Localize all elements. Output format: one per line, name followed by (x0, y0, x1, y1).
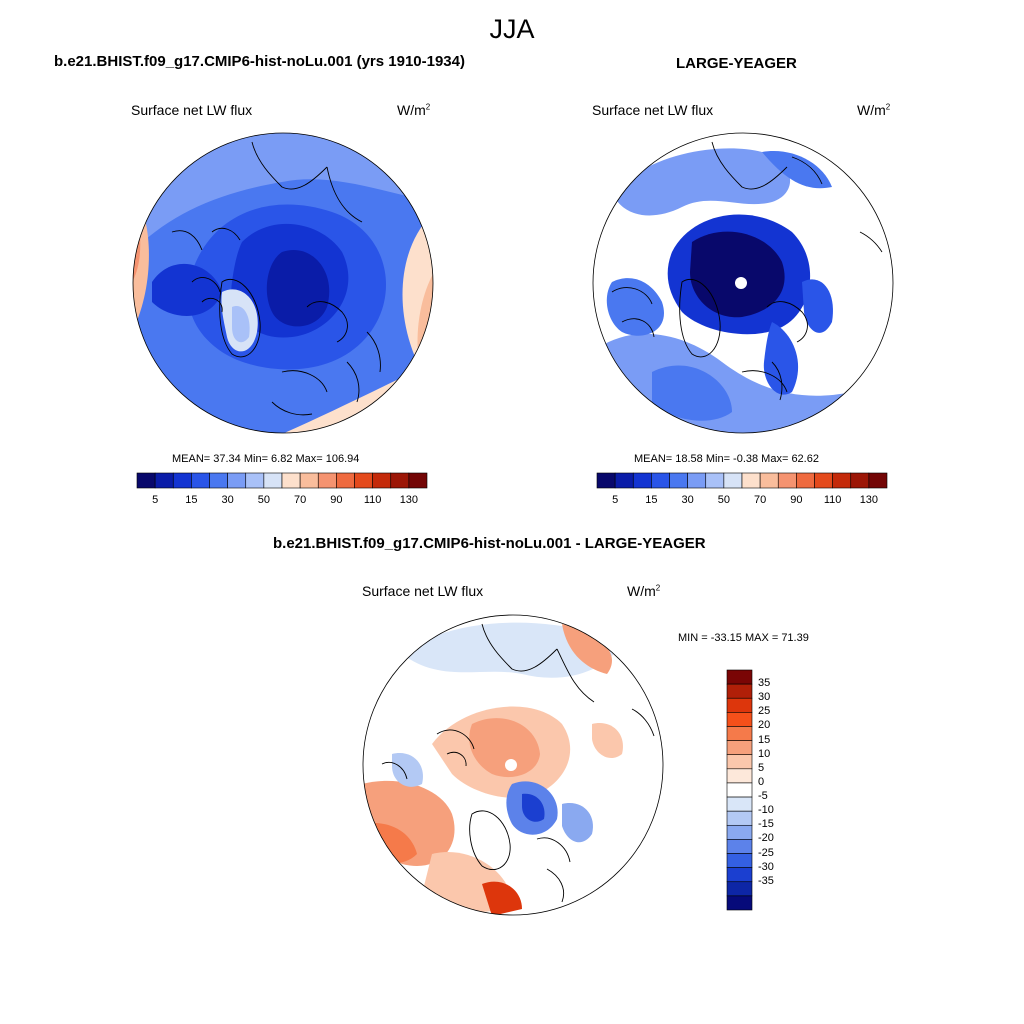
obs-stats: MEAN= 18.58 Min= -0.38 Max= 62.62 (634, 453, 819, 465)
colorbar-tick-label: 110 (823, 494, 842, 506)
colorbar-tick-label: 0 (758, 775, 765, 788)
colorbar-swatch (832, 472, 852, 489)
case-units-label: W/m2 (397, 102, 431, 118)
colorbar-swatch (136, 472, 156, 489)
colorbar-tick-label: 25 (758, 705, 771, 718)
colorbar-tick-label: 30 (681, 494, 694, 506)
colorbar-swatch (726, 754, 753, 770)
colorbar-swatch (227, 472, 247, 489)
diff-stats: MIN = -33.15 MAX = 71.39 (678, 632, 809, 644)
colorbar-tick-label: 5 (612, 494, 619, 506)
colorbar-swatch (154, 472, 174, 489)
colorbar-swatch (726, 768, 753, 784)
colorbar-tick-label: 5 (758, 761, 765, 774)
colorbar-tick-label: 110 (363, 494, 382, 506)
diff-panel-title: b.e21.BHIST.f09_g17.CMIP6-hist-noLu.001 … (273, 535, 706, 552)
colorbar-swatch (741, 472, 761, 489)
colorbar-tick-label: -15 (758, 818, 774, 831)
colorbar-swatch (390, 472, 410, 489)
colorbar-swatch (777, 472, 797, 489)
colorbar-swatch (759, 472, 779, 489)
colorbar-swatch (596, 472, 616, 489)
colorbar-tick-label: 90 (790, 494, 803, 506)
obs-panel-title: LARGE-YEAGER (676, 55, 797, 72)
colorbar-tick-label: -10 (758, 804, 774, 817)
obs-polar-map (592, 132, 894, 434)
colorbar-swatch (726, 726, 753, 741)
case-polar-map (132, 132, 434, 434)
colorbar-tick-label: -25 (758, 846, 774, 859)
colorbar-tick-label: 130 (859, 494, 879, 506)
colorbar-swatch (209, 472, 228, 489)
colorbar-swatch (669, 472, 688, 489)
case-colorbar (136, 472, 428, 489)
colorbar-swatch (191, 472, 210, 489)
colorbar-swatch (336, 472, 355, 489)
colorbar-swatch (632, 472, 652, 489)
colorbar-swatch (726, 881, 753, 897)
diff-polar-map (362, 614, 664, 916)
colorbar-swatch (299, 472, 319, 489)
case-panel-title: b.e21.BHIST.f09_g17.CMIP6-hist-noLu.001 … (54, 53, 465, 70)
colorbar-swatch (796, 472, 815, 489)
colorbar-swatch (726, 839, 753, 854)
colorbar-swatch (651, 472, 670, 489)
colorbar-tick-label: 20 (758, 719, 771, 732)
colorbar-tick-label: 50 (717, 494, 730, 506)
colorbar-swatch (723, 472, 743, 489)
colorbar-swatch (726, 796, 753, 812)
colorbar-swatch (245, 472, 265, 489)
colorbar-swatch (850, 472, 870, 489)
colorbar-swatch (687, 472, 707, 489)
colorbar-swatch (868, 472, 888, 489)
diff-units-label: W/m2 (627, 583, 661, 599)
colorbar-tick-label: -5 (758, 790, 768, 803)
colorbar-tick-label: 70 (754, 494, 767, 506)
obs-colorbar (596, 472, 888, 489)
obs-variable-label: Surface net LW flux (592, 102, 714, 118)
colorbar-swatch (726, 782, 753, 798)
colorbar-tick-label: -20 (758, 832, 774, 845)
colorbar-tick-label: -30 (758, 860, 774, 873)
case-stats: MEAN= 37.34 Min= 6.82 Max= 106.94 (172, 453, 360, 465)
obs-units-label: W/m2 (857, 102, 891, 118)
colorbar-swatch (726, 697, 753, 713)
colorbar-tick-label: 15 (758, 733, 771, 746)
colorbar-tick-label: 90 (330, 494, 343, 506)
colorbar-swatch (726, 810, 753, 826)
colorbar-swatch (726, 895, 753, 911)
colorbar-swatch (354, 472, 373, 489)
colorbar-swatch (372, 472, 392, 489)
colorbar-swatch (705, 472, 725, 489)
case-variable-label: Surface net LW flux (131, 102, 253, 118)
colorbar-swatch (263, 472, 283, 489)
colorbar-swatch (726, 740, 753, 756)
colorbar-swatch (726, 669, 753, 685)
colorbar-tick-label: 50 (257, 494, 270, 506)
colorbar-tick-label: 5 (152, 494, 159, 506)
colorbar-swatch (814, 472, 833, 489)
diff-variable-label: Surface net LW flux (362, 583, 484, 599)
colorbar-swatch (281, 472, 301, 489)
colorbar-swatch (726, 824, 753, 840)
colorbar-swatch (408, 472, 428, 489)
colorbar-tick-label: 130 (399, 494, 419, 506)
colorbar-swatch (172, 472, 192, 489)
colorbar-swatch (726, 683, 753, 699)
diff-colorbar (726, 669, 753, 911)
colorbar-swatch (614, 472, 634, 489)
colorbar-tick-label: 70 (294, 494, 307, 506)
season-title: JJA (489, 14, 535, 44)
colorbar-swatch (317, 472, 337, 489)
colorbar-swatch (726, 853, 753, 868)
colorbar-tick-label: 35 (758, 677, 771, 690)
colorbar-swatch (726, 867, 753, 883)
colorbar-tick-label: -35 (758, 874, 774, 887)
colorbar-swatch (726, 712, 753, 727)
colorbar-tick-label: 30 (758, 691, 771, 704)
colorbar-tick-label: 15 (185, 494, 198, 506)
colorbar-tick-label: 10 (758, 747, 771, 760)
colorbar-tick-label: 15 (645, 494, 658, 506)
colorbar-tick-label: 30 (221, 494, 234, 506)
